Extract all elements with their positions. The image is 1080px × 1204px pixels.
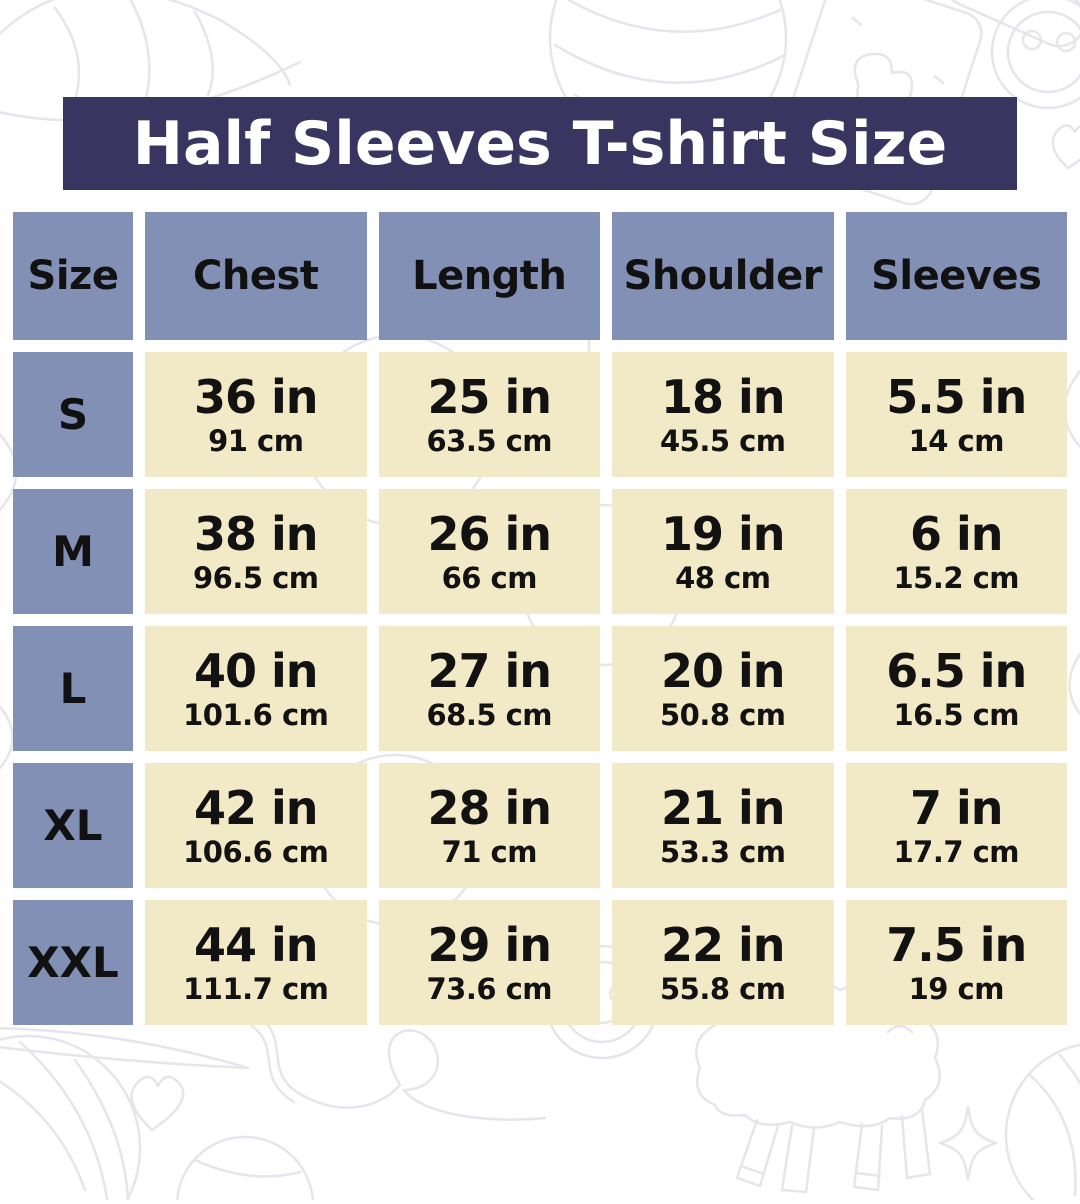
cell-l-chest: 40 in 101.6 cm xyxy=(145,626,367,751)
cm-value: 17.7 cm xyxy=(893,834,1020,869)
inches-value: 44 in xyxy=(193,918,319,972)
title-banner: Half Sleeves T-shirt Size xyxy=(63,97,1017,190)
inches-value: 26 in xyxy=(427,507,552,561)
cm-value: 63.5 cm xyxy=(426,423,553,458)
needle-icon xyxy=(0,1026,250,1070)
inches-value: 19 in xyxy=(660,507,786,561)
cm-value: 14 cm xyxy=(908,423,1005,458)
column-header-size: Size xyxy=(13,212,133,340)
cm-value: 15.2 cm xyxy=(893,560,1020,595)
column-header-shoulder: Shoulder xyxy=(612,212,834,340)
button-icon xyxy=(990,0,1080,110)
inches-value: 29 in xyxy=(427,918,552,972)
cm-value: 66 cm xyxy=(441,560,538,595)
cm-value: 19 cm xyxy=(908,971,1005,1006)
column-header-chest: Chest xyxy=(145,212,367,340)
cm-value: 101.6 cm xyxy=(183,697,329,732)
cell-xl-sleeves: 7 in 17.7 cm xyxy=(845,763,1067,888)
cell-l-sleeves: 6.5 in 16.5 cm xyxy=(845,626,1067,751)
column-header-length: Length xyxy=(378,212,600,340)
cell-s-chest: 36 in 91 cm xyxy=(145,352,367,477)
thread-heart-icon xyxy=(250,1014,547,1121)
inches-value: 20 in xyxy=(660,644,786,698)
cell-xl-shoulder: 21 in 53.3 cm xyxy=(612,763,834,888)
row-label-s: S xyxy=(13,352,133,477)
heart-icon xyxy=(130,1075,185,1132)
inches-value: 25 in xyxy=(427,370,552,424)
inches-value: 21 in xyxy=(660,781,786,835)
yarn-ball-icon xyxy=(1004,1043,1080,1204)
safety-pin-icon xyxy=(942,0,1080,48)
size-chart-table: Size Chest Length Shoulder Sleeves S 36 … xyxy=(13,212,1067,1025)
cell-s-sleeves: 5.5 in 14 cm xyxy=(845,352,1067,477)
cell-m-length: 26 in 66 cm xyxy=(378,489,600,614)
cell-xl-chest: 42 in 106.6 cm xyxy=(145,763,367,888)
sparkle-icon xyxy=(938,1105,998,1181)
inches-value: 36 in xyxy=(193,370,319,424)
cm-value: 73.6 cm xyxy=(426,971,553,1006)
cell-xxl-sleeves: 7.5 in 19 cm xyxy=(845,900,1067,1025)
inches-value: 6.5 in xyxy=(886,644,1027,698)
inches-value: 7 in xyxy=(909,781,1004,835)
cell-m-chest: 38 in 96.5 cm xyxy=(145,489,367,614)
cm-value: 48 cm xyxy=(675,560,771,595)
inches-value: 5.5 in xyxy=(886,370,1027,424)
cell-m-shoulder: 19 in 48 cm xyxy=(612,489,834,614)
cm-value: 106.6 cm xyxy=(183,834,329,869)
inches-value: 40 in xyxy=(193,644,319,698)
inches-value: 7.5 in xyxy=(886,918,1027,972)
row-label-m: M xyxy=(13,489,133,614)
heart-icon xyxy=(1051,124,1080,170)
yarn-ball-icon xyxy=(0,0,302,122)
cm-value: 96.5 cm xyxy=(192,560,319,595)
cell-xl-length: 28 in 71 cm xyxy=(378,763,600,888)
cell-xxl-chest: 44 in 111.7 cm xyxy=(145,900,367,1025)
cm-value: 45.5 cm xyxy=(659,423,786,458)
cm-value: 50.8 cm xyxy=(659,697,786,732)
cm-value: 68.5 cm xyxy=(426,697,553,732)
row-label-xl: XL xyxy=(13,763,133,888)
cm-value: 16.5 cm xyxy=(893,697,1020,732)
cell-l-length: 27 in 68.5 cm xyxy=(378,626,600,751)
page-title: Half Sleeves T-shirt Size xyxy=(132,108,948,179)
cm-value: 53.3 cm xyxy=(659,834,786,869)
cell-m-sleeves: 6 in 15.2 cm xyxy=(845,489,1067,614)
inches-value: 6 in xyxy=(909,507,1004,561)
cell-l-shoulder: 20 in 50.8 cm xyxy=(612,626,834,751)
cm-value: 91 cm xyxy=(208,423,304,458)
cm-value: 111.7 cm xyxy=(183,971,329,1006)
column-header-sleeves: Sleeves xyxy=(845,212,1067,340)
inches-value: 38 in xyxy=(193,507,319,561)
inches-value: 22 in xyxy=(660,918,786,972)
inches-value: 42 in xyxy=(193,781,319,835)
yarn-ball-icon xyxy=(0,1034,142,1204)
cell-xxl-length: 29 in 73.6 cm xyxy=(378,900,600,1025)
inches-value: 27 in xyxy=(427,644,552,698)
row-label-xxl: XXL xyxy=(13,900,133,1025)
cell-s-shoulder: 18 in 45.5 cm xyxy=(612,352,834,477)
cell-xxl-shoulder: 22 in 55.8 cm xyxy=(612,900,834,1025)
cell-s-length: 25 in 63.5 cm xyxy=(378,352,600,477)
cm-value: 55.8 cm xyxy=(659,971,786,1006)
row-label-l: L xyxy=(13,626,133,751)
cm-value: 71 cm xyxy=(441,834,538,869)
inches-value: 18 in xyxy=(660,370,786,424)
yarn-ball-icon xyxy=(175,1135,315,1204)
inches-value: 28 in xyxy=(427,781,552,835)
